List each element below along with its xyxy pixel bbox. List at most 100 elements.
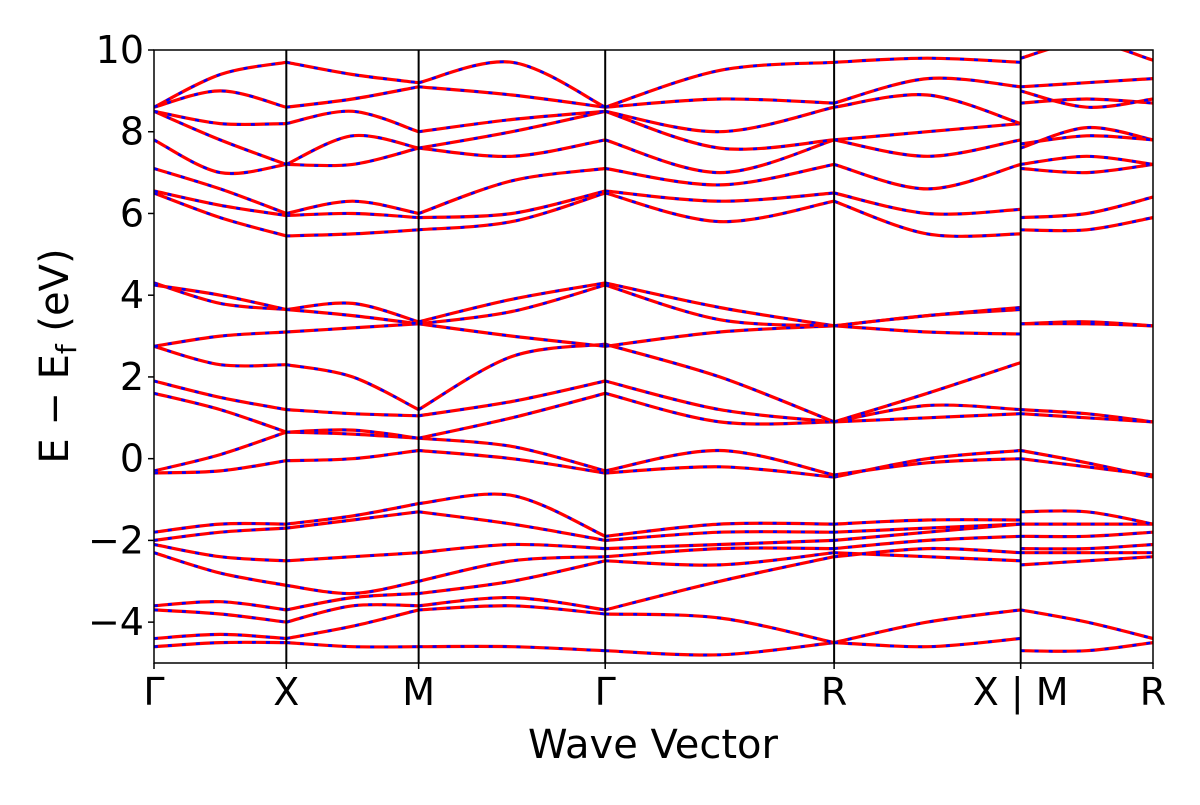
- band-line-dashed: [418, 379, 606, 418]
- band-line-dashed: [605, 551, 835, 567]
- band-line-dashed: [286, 109, 419, 133]
- band-line-dashed: [1020, 530, 1153, 538]
- band-line-solid: [833, 324, 1021, 336]
- band-line-solid: [833, 403, 1021, 424]
- band-line-solid: [604, 191, 835, 224]
- band-line-dashed: [154, 522, 287, 534]
- band-line-dashed: [286, 146, 419, 167]
- band-line-dashed: [154, 138, 287, 175]
- band-line-dashed: [154, 551, 287, 587]
- band-line-solid: [604, 391, 835, 426]
- band-line-dashed: [1020, 449, 1153, 479]
- band-line-solid: [417, 342, 606, 411]
- band-line-dashed: [605, 546, 835, 558]
- band-line-dashed: [154, 459, 287, 475]
- band-line-solid: [604, 379, 835, 424]
- band-line-dashed: [418, 167, 606, 215]
- band-line-solid: [154, 391, 287, 434]
- band-line-dashed: [286, 61, 419, 84]
- y-tick-label: 6: [120, 191, 144, 235]
- band-line-solid: [418, 555, 606, 583]
- band-line-dashed: [1020, 509, 1153, 526]
- band-line-dashed: [286, 428, 419, 440]
- band-line-dashed: [154, 283, 287, 311]
- band-line-dashed: [1020, 457, 1153, 477]
- band-line-dashed: [154, 345, 287, 368]
- band-line-dashed: [286, 502, 419, 526]
- band-line-solid: [1020, 641, 1153, 653]
- band-line-solid: [604, 109, 835, 151]
- band-line-dashed: [604, 61, 835, 109]
- band-line-solid: [418, 283, 606, 326]
- y-tick-label: 0: [120, 437, 144, 481]
- band-line-solid: [418, 510, 606, 542]
- band-line-solid: [418, 322, 606, 348]
- x-tick-label: Γ: [143, 670, 164, 714]
- x-ticks: Γ X M Γ R X | M R: [143, 663, 1166, 715]
- band-line-solid: [834, 518, 1021, 526]
- high-symmetry-lines: [285, 50, 1022, 663]
- band-line-dashed: [1020, 555, 1153, 567]
- band-line-dashed: [1020, 608, 1153, 640]
- y-axis-label-suffix: (eV): [32, 248, 78, 344]
- band-line-solid: [834, 412, 1021, 424]
- band-line-solid: [154, 89, 287, 109]
- band-line-solid: [285, 109, 420, 134]
- band-line-dashed: [1020, 408, 1153, 424]
- band-line-solid: [834, 522, 1021, 534]
- band-line-solid: [418, 138, 606, 159]
- y-tick-label: 10: [96, 28, 144, 72]
- x-tick-label: X: [273, 670, 299, 714]
- band-line-solid: [418, 166, 606, 216]
- y-tick-label: −2: [88, 518, 144, 562]
- band-line-solid: [285, 133, 419, 166]
- band-line-dashed: [605, 324, 835, 348]
- band-line-dashed: [1020, 77, 1153, 89]
- band-line-dashed: [1020, 543, 1153, 551]
- band-line-solid: [418, 448, 606, 475]
- band-line-dashed: [154, 191, 287, 238]
- band-line-solid: [604, 448, 835, 477]
- band-line-dashed: [418, 191, 606, 232]
- band-line-dashed: [154, 189, 287, 217]
- band-line-dashed: [286, 212, 419, 219]
- band-line-solid: [286, 146, 419, 168]
- band-line-dashed: [286, 641, 419, 649]
- band-line-dashed: [605, 465, 835, 479]
- band-line-dashed: [1020, 89, 1153, 109]
- band-line-dashed: [286, 363, 420, 411]
- band-line-dashed: [418, 110, 606, 150]
- x-tick-label: X | M: [973, 670, 1069, 715]
- band-line-solid: [418, 109, 606, 134]
- band-line-solid: [605, 324, 835, 348]
- band-line-solid: [285, 591, 419, 612]
- band-line-solid: [418, 559, 606, 596]
- band-line-solid: [1020, 195, 1153, 220]
- band-line-dashed: [154, 543, 287, 563]
- band-line-dashed: [154, 600, 287, 612]
- band-line-solid: [833, 191, 1021, 216]
- band-line-dashed: [1020, 195, 1153, 219]
- band-line-dashed: [154, 640, 287, 648]
- band-line-dashed: [605, 97, 835, 109]
- band-line-solid: [154, 191, 287, 238]
- band-line-solid: [418, 644, 606, 653]
- band-line-dashed: [605, 612, 835, 644]
- band-line-dashed: [154, 633, 287, 640]
- band-line-solid: [154, 109, 287, 166]
- band-line-dashed: [604, 342, 835, 424]
- band-line-solid: [154, 344, 287, 368]
- band-line-solid: [604, 281, 835, 328]
- band-line-dashed: [154, 392, 287, 434]
- band-line-dashed: [154, 430, 287, 473]
- y-tick-label: 8: [120, 110, 144, 154]
- y-axis-label-prefix: E − E: [32, 354, 78, 464]
- x-axis-label: Wave Vector: [528, 722, 779, 768]
- x-tick-label: R: [1140, 670, 1166, 714]
- band-line-solid: [285, 199, 419, 216]
- band-line-dashed: [1020, 134, 1153, 146]
- band-line-solid: [833, 534, 1021, 551]
- band-line-solid: [833, 76, 1021, 105]
- band-line-dashed: [286, 510, 419, 530]
